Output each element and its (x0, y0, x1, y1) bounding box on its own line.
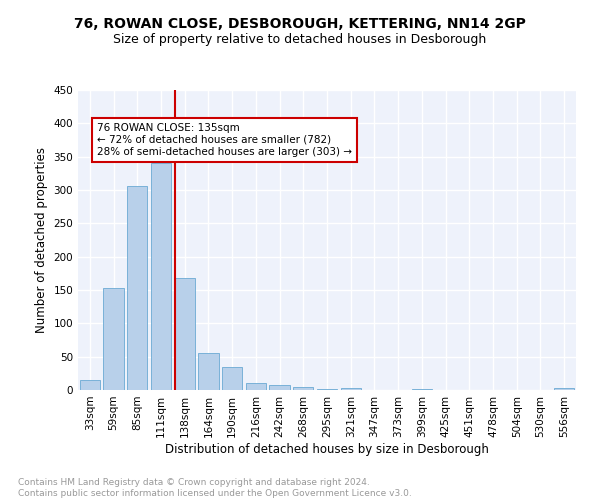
Bar (151, 162, 171, 390)
Bar (103, 288, 124, 390)
Bar (412, 388, 432, 390)
Bar (341, 388, 361, 390)
Text: 76, ROWAN CLOSE, DESBOROUGH, KETTERING, NN14 2GP: 76, ROWAN CLOSE, DESBOROUGH, KETTERING, … (74, 18, 526, 32)
Bar (199, 352, 218, 390)
X-axis label: Distribution of detached houses by size in Desborough: Distribution of detached houses by size … (165, 442, 489, 456)
Text: 76 ROWAN CLOSE: 135sqm
← 72% of detached houses are smaller (782)
28% of semi-de: 76 ROWAN CLOSE: 135sqm ← 72% of detached… (97, 124, 352, 156)
Bar (293, 388, 313, 390)
Bar (246, 384, 266, 390)
Bar (317, 388, 337, 390)
Bar (269, 386, 290, 390)
Bar (80, 380, 100, 390)
Bar (554, 388, 574, 390)
Bar (127, 186, 148, 390)
Bar (222, 366, 242, 390)
Bar (175, 278, 195, 390)
Text: Size of property relative to detached houses in Desborough: Size of property relative to detached ho… (113, 32, 487, 46)
Text: Contains HM Land Registry data © Crown copyright and database right 2024.
Contai: Contains HM Land Registry data © Crown c… (18, 478, 412, 498)
Y-axis label: Number of detached properties: Number of detached properties (35, 147, 48, 333)
